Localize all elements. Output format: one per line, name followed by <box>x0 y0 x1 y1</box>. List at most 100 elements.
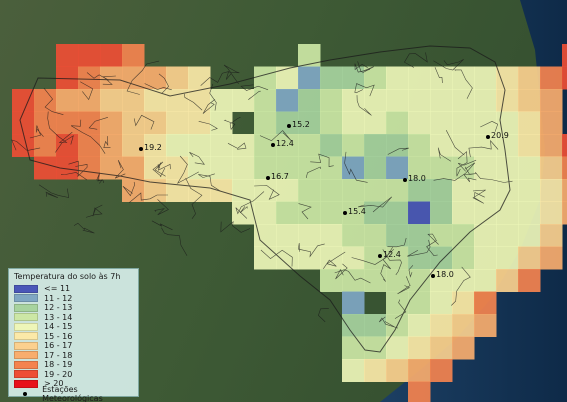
municipal-border <box>223 116 241 131</box>
municipal-border <box>126 60 160 95</box>
grid-cell <box>364 269 387 292</box>
grid-cell <box>452 179 475 202</box>
station-dot <box>271 143 275 147</box>
station-marker[interactable]: 18.0 <box>431 270 454 279</box>
legend-row: 15 - 16 <box>14 332 133 342</box>
legend-swatch <box>14 313 38 322</box>
station-dot <box>403 178 407 182</box>
grid-cell <box>78 44 101 67</box>
grid-cell <box>188 156 211 180</box>
grid-cell <box>452 89 475 112</box>
grid-cell <box>320 201 343 225</box>
legend-label: 15 - 16 <box>44 331 73 341</box>
grid-cell <box>408 291 431 315</box>
grid-cell <box>452 224 475 247</box>
grid-cell <box>540 134 563 157</box>
station-marker[interactable]: 16.7 <box>266 172 289 181</box>
grid-cell <box>562 134 567 157</box>
legend-swatch <box>14 332 38 341</box>
legend-row: 12 - 13 <box>14 303 133 313</box>
grid-cell <box>122 156 145 180</box>
municipal-border <box>223 64 240 84</box>
station-marker[interactable]: 20.9 <box>486 131 509 140</box>
municipal-border <box>88 117 108 130</box>
legend-stations-label: Estações Meteorológicas <box>42 385 103 402</box>
station-marker[interactable]: 12.4 <box>378 250 401 259</box>
legend-label: 12 - 13 <box>44 303 73 313</box>
grid-cell <box>496 179 519 202</box>
station-marker[interactable]: 19.2 <box>139 143 162 152</box>
grid-cell <box>518 224 541 247</box>
grid-cell <box>100 44 123 67</box>
legend-swatch <box>14 379 38 388</box>
grid-cell <box>474 246 497 270</box>
grid-cell <box>430 314 453 337</box>
grid-cell <box>386 291 409 315</box>
municipal-border <box>158 73 169 94</box>
station-dot <box>343 211 347 215</box>
grid-cell <box>386 359 409 382</box>
grid-cell <box>254 134 277 157</box>
municipal-border <box>357 61 374 74</box>
grid-cell <box>430 66 453 90</box>
municipal-border <box>239 206 248 214</box>
station-value-label: 15.2 <box>292 120 310 129</box>
station-marker[interactable]: 15.2 <box>287 120 310 129</box>
grid-cell <box>166 89 189 112</box>
municipal-border <box>73 222 95 234</box>
grid-cell <box>342 201 365 225</box>
grid-cell <box>56 134 79 157</box>
municipal-border <box>451 266 471 306</box>
grid-cell <box>298 44 321 67</box>
grid-cell <box>540 156 563 180</box>
station-marker[interactable]: 12.4 <box>271 139 294 148</box>
grid-cell <box>518 201 541 225</box>
station-value-label: 12.4 <box>276 139 294 148</box>
grid-cell <box>364 314 387 337</box>
municipal-border <box>102 75 116 85</box>
station-dot-icon <box>14 392 36 397</box>
municipal-border <box>433 59 464 71</box>
grid-cell <box>430 111 453 135</box>
grid-cell <box>386 134 409 157</box>
municipal-border <box>445 130 465 156</box>
grid-cell <box>386 89 409 112</box>
grid-cell <box>540 89 563 112</box>
grid-cell <box>298 66 321 90</box>
map-legend: Temperatura do solo às 7h <= 11 11 - 12 12… <box>8 268 139 402</box>
grid-cell <box>430 89 453 112</box>
grid-cell <box>100 111 123 135</box>
grid-cell <box>78 134 101 157</box>
legend-row: 14 - 15 <box>14 322 133 332</box>
station-value-label: 18.0 <box>436 270 454 279</box>
municipal-border <box>235 191 265 219</box>
municipal-border <box>248 90 261 100</box>
grid-cell <box>122 89 145 112</box>
grid-cell <box>386 336 409 360</box>
station-marker[interactable]: 18.0 <box>403 174 426 183</box>
municipal-border <box>198 173 221 192</box>
grid-cell <box>518 66 541 90</box>
municipal-border <box>240 84 269 91</box>
grid-cell <box>320 134 343 157</box>
grid-cell <box>298 201 321 225</box>
grid-cell <box>408 134 431 157</box>
municipal-border <box>185 177 203 219</box>
grid-cell <box>430 336 453 360</box>
grid-cell <box>518 179 541 202</box>
grid-cell <box>562 66 567 90</box>
grid-cell <box>364 156 387 180</box>
municipal-border <box>480 120 499 132</box>
grid-cell <box>342 291 365 315</box>
municipal-border <box>129 192 168 203</box>
grid-cell <box>430 291 453 315</box>
legend-row: 18 - 19 <box>14 360 133 370</box>
grid-cell <box>320 66 343 90</box>
municipal-border <box>96 172 105 184</box>
municipal-border <box>152 161 166 178</box>
municipal-border <box>310 153 334 167</box>
grid-cell <box>34 134 57 157</box>
grid-cell <box>452 111 475 135</box>
station-marker[interactable]: 15.4 <box>343 207 366 216</box>
